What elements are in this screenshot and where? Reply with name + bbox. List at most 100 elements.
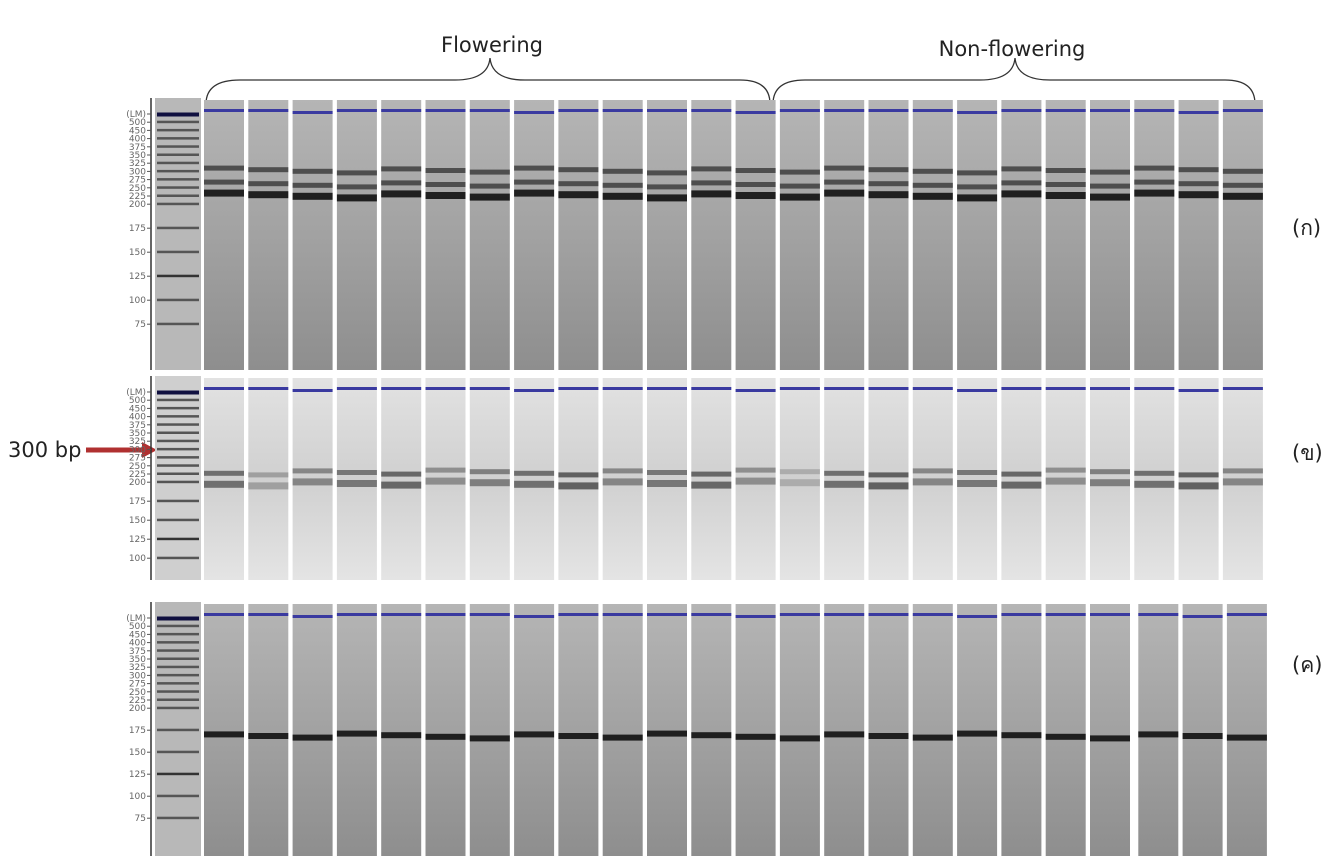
ladder-band — [157, 186, 199, 189]
band — [1046, 478, 1086, 485]
loading-line — [514, 615, 554, 618]
ladder-band — [157, 251, 199, 254]
lane — [470, 604, 510, 856]
band — [514, 471, 554, 476]
band — [1179, 191, 1219, 198]
loading-line — [603, 613, 643, 616]
loading-line — [957, 389, 997, 392]
lane — [381, 100, 421, 370]
band — [1179, 482, 1219, 489]
band — [869, 181, 909, 186]
ladder-label: 125 — [129, 272, 146, 282]
ladder-band — [157, 129, 199, 132]
ladder-band — [157, 464, 199, 467]
band — [691, 166, 731, 171]
loading-line — [558, 613, 598, 616]
band — [293, 735, 333, 741]
band — [603, 169, 643, 174]
band — [1090, 194, 1130, 201]
loading-line — [470, 613, 510, 616]
lane — [869, 378, 909, 580]
band — [381, 180, 421, 185]
band — [204, 190, 244, 197]
panel-label: (ข) — [1292, 441, 1323, 465]
band — [780, 735, 820, 741]
band — [913, 193, 953, 200]
band — [514, 180, 554, 185]
band — [248, 472, 288, 477]
loading-line — [337, 387, 377, 390]
lane — [824, 378, 864, 580]
lane — [1134, 100, 1174, 370]
band — [248, 482, 288, 489]
ladder-band — [157, 121, 199, 124]
band — [470, 194, 510, 201]
band — [514, 190, 554, 197]
band — [514, 166, 554, 171]
band — [913, 183, 953, 188]
band — [470, 479, 510, 486]
loading-line — [691, 387, 731, 390]
band — [1134, 481, 1174, 488]
lane — [603, 100, 643, 370]
ladder-label: 125 — [129, 535, 146, 545]
loading-line — [514, 111, 554, 114]
ladder-band — [157, 323, 199, 326]
band — [381, 166, 421, 171]
lane — [869, 100, 909, 370]
loading-line — [957, 111, 997, 114]
band — [691, 180, 731, 185]
ladder-label: 200 — [129, 478, 146, 488]
ladder-band — [157, 633, 199, 636]
band — [691, 482, 731, 489]
band — [869, 191, 909, 198]
lane — [204, 378, 244, 580]
lane — [691, 604, 731, 856]
ladder-band — [157, 423, 199, 426]
band — [736, 468, 776, 473]
band — [913, 735, 953, 741]
lane — [558, 604, 598, 856]
band — [426, 192, 466, 199]
loading-line — [1001, 613, 1041, 616]
lane — [647, 604, 687, 856]
lane — [1179, 100, 1219, 370]
ladder-label: 125 — [129, 770, 146, 780]
lane — [1090, 100, 1130, 370]
lane — [426, 604, 466, 856]
loading-line — [381, 387, 421, 390]
band — [337, 194, 377, 201]
ladder-label: 100 — [129, 792, 146, 802]
group-bracket — [206, 58, 770, 104]
loading-line — [248, 109, 288, 112]
lane — [514, 100, 554, 370]
band — [647, 194, 687, 201]
band — [248, 167, 288, 172]
band — [824, 471, 864, 476]
band — [558, 482, 598, 489]
band — [824, 731, 864, 737]
band — [293, 169, 333, 174]
band — [780, 170, 820, 175]
lane — [780, 604, 820, 856]
ladder-band — [157, 391, 199, 395]
band — [204, 180, 244, 185]
ladder-label: 150 — [129, 248, 146, 258]
loading-line — [780, 613, 820, 616]
band — [691, 190, 731, 197]
loading-line — [913, 387, 953, 390]
band — [293, 468, 333, 473]
loading-line — [647, 109, 687, 112]
lane — [691, 378, 731, 580]
band — [1134, 190, 1174, 197]
band — [647, 731, 687, 737]
lane — [337, 378, 377, 580]
loading-line — [647, 613, 687, 616]
band — [293, 183, 333, 188]
band — [337, 184, 377, 189]
ladder-band — [157, 399, 199, 402]
band — [869, 167, 909, 172]
loading-line — [426, 387, 466, 390]
ladder-band — [157, 795, 199, 798]
band — [603, 183, 643, 188]
